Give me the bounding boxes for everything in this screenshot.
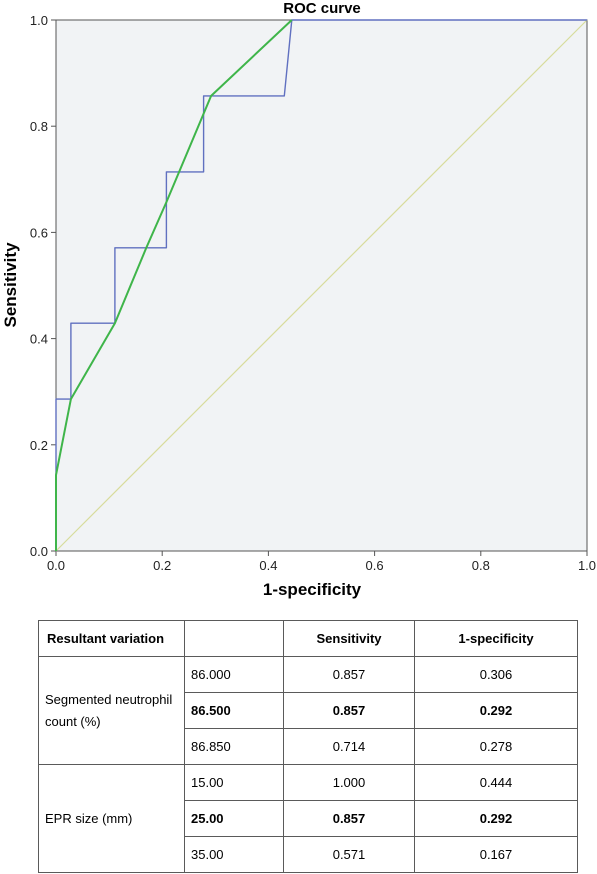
sensitivity-cell: 0.857 bbox=[283, 800, 415, 837]
header-cutoff bbox=[184, 620, 284, 657]
x-axis-title: 1-specificity bbox=[263, 580, 362, 599]
y-tick-label: 0.8 bbox=[30, 119, 48, 134]
cutoff-cell: 25.00 bbox=[184, 800, 284, 837]
sensitivity-cell: 1.000 bbox=[283, 764, 415, 801]
sensitivity-cell: 0.571 bbox=[283, 836, 415, 873]
header-resultant-variation: Resultant variation bbox=[38, 620, 185, 657]
x-tick-label: 0.8 bbox=[472, 558, 490, 573]
specificity-cell: 0.306 bbox=[414, 656, 578, 693]
roc-smooth-line bbox=[55, 19, 293, 551]
table-row: EPR size (mm) 15.00 1.000 0.444 bbox=[38, 764, 578, 873]
roc-step-line bbox=[55, 19, 587, 551]
x-tick-label: 0.0 bbox=[47, 558, 65, 573]
chart-title: ROC curve bbox=[283, 0, 361, 17]
header-1-specificity: 1-specificity bbox=[414, 620, 578, 657]
y-tick-label: 0.2 bbox=[30, 438, 48, 453]
specificity-cell: 0.444 bbox=[414, 764, 578, 801]
cutoff-cell: 86.850 bbox=[184, 728, 284, 765]
x-tick-label: 0.4 bbox=[259, 558, 277, 573]
roc-chart: ROC curve 0.0 0.2 0.4 0.6 0.8 1.0 0.0 0.2 0.4 0.6… bbox=[1, 0, 596, 599]
sensitivity-cell: 0.857 bbox=[283, 692, 415, 729]
group-label: EPR size (mm) bbox=[38, 764, 185, 873]
cutoff-cell: 86.000 bbox=[184, 656, 284, 693]
x-tick-label: 1.0 bbox=[578, 558, 596, 573]
y-tick-label: 0.4 bbox=[30, 332, 48, 347]
table-row: Segmented neutrophil count (%) 86.000 0.85… bbox=[38, 656, 578, 765]
table-row: 86.500 0.857 0.292 bbox=[39, 692, 578, 729]
table-row: 25.00 0.857 0.292 bbox=[39, 800, 578, 837]
axis-ticks: 0.0 0.2 0.4 0.6 0.8 1.0 0.0 0.2 0.4 0.6 0.8 1.0 bbox=[30, 13, 596, 573]
cutoff-cell: 86.500 bbox=[184, 692, 284, 729]
y-tick-label: 1.0 bbox=[30, 13, 48, 28]
sensitivity-cell: 0.857 bbox=[283, 656, 415, 693]
table-row: 35.00 0.571 0.167 bbox=[39, 836, 578, 873]
result-table: Resultant variation Sensitivity 1-specif… bbox=[38, 620, 578, 873]
sensitivity-cell: 0.714 bbox=[283, 728, 415, 765]
series-layer bbox=[55, 19, 588, 552]
reference-line bbox=[55, 19, 588, 552]
specificity-cell: 0.278 bbox=[414, 728, 578, 765]
group-label: Segmented neutrophil count (%) bbox=[38, 656, 185, 765]
table-body: Segmented neutrophil count (%) 86.000 0.85… bbox=[38, 656, 578, 873]
table-header-row: Resultant variation Sensitivity 1-specif… bbox=[38, 620, 578, 657]
cutoff-cell: 35.00 bbox=[184, 836, 284, 873]
x-tick-label: 0.2 bbox=[153, 558, 171, 573]
header-sensitivity: Sensitivity bbox=[283, 620, 415, 657]
specificity-cell: 0.292 bbox=[414, 800, 578, 837]
cutoff-cell: 15.00 bbox=[184, 764, 284, 801]
specificity-cell: 0.292 bbox=[414, 692, 578, 729]
y-tick-label: 0.0 bbox=[30, 544, 48, 559]
x-tick-label: 0.6 bbox=[366, 558, 384, 573]
specificity-cell: 0.167 bbox=[414, 836, 578, 873]
y-axis-title: Sensitivity bbox=[1, 242, 20, 328]
y-tick-label: 0.6 bbox=[30, 225, 48, 240]
